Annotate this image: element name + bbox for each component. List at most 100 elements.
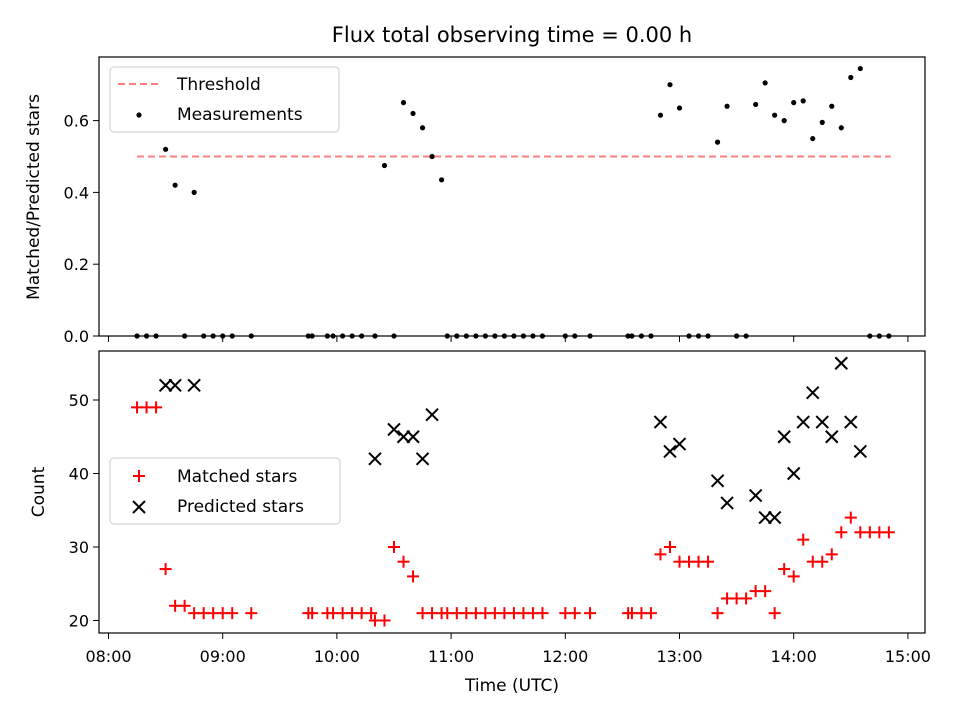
measurement-point — [657, 112, 664, 118]
measurement-point — [867, 333, 873, 339]
measurement-point — [772, 112, 778, 118]
measurement-point — [191, 189, 197, 195]
measurement-point — [520, 333, 527, 339]
measurement-point — [201, 333, 207, 339]
predicted-star-point — [187, 378, 201, 393]
predicted-star-point — [158, 378, 173, 393]
predicted-star-point — [806, 385, 820, 400]
measurement-point — [838, 125, 844, 131]
measurement-point — [438, 177, 445, 183]
predicted-star-point — [406, 430, 420, 444]
predicted-legend-swatch — [132, 500, 146, 514]
matched-star-point — [159, 563, 172, 576]
measurement-point — [819, 119, 825, 125]
measurement-point — [330, 333, 336, 339]
matched-star-point — [365, 607, 378, 620]
measurement-point — [848, 74, 854, 81]
measurement-point — [400, 100, 407, 106]
matched-legend-swatch — [133, 470, 145, 482]
matched-star-point — [388, 541, 400, 553]
bottom-y-tick-label: 30 — [69, 538, 89, 557]
matched-star-point — [663, 541, 676, 553]
predicted-star-point — [853, 444, 868, 459]
measurement-point — [753, 101, 759, 108]
matched-star-point — [306, 607, 319, 620]
measurement-point — [482, 333, 488, 339]
x-tick-label: 10:00 — [314, 647, 360, 666]
bottom-y-tick-label: 20 — [69, 612, 89, 631]
x-tick-label: 15:00 — [885, 647, 931, 666]
measurement-point — [629, 333, 635, 339]
matched-star-point — [740, 592, 753, 605]
matched-star-point — [768, 607, 781, 620]
bottom-marks — [131, 356, 895, 627]
measurement-point — [676, 105, 683, 111]
measurement-point — [800, 98, 806, 104]
measurement-point — [210, 333, 216, 339]
predicted-star-point — [786, 466, 801, 481]
measurement-point — [714, 139, 721, 145]
matched-star-point — [150, 401, 163, 414]
measurement-point — [638, 333, 645, 339]
bottom-y-tick-label: 40 — [69, 465, 89, 484]
matched-star-point — [397, 555, 410, 568]
predicted-star-point — [796, 415, 810, 429]
measurement-point — [153, 333, 159, 339]
matched-star-point — [787, 570, 800, 583]
predicted-star-point — [368, 452, 382, 466]
measurement-point — [340, 333, 346, 339]
matched-star-point — [711, 607, 724, 620]
measurement-point — [134, 333, 140, 339]
x-tick-label: 09:00 — [200, 647, 246, 666]
matched-star-point — [797, 533, 810, 546]
measurement-point — [172, 182, 178, 188]
measurement-point — [419, 125, 426, 131]
measurement-point — [734, 333, 740, 339]
measurement-point — [743, 333, 749, 339]
measurement-point — [705, 333, 711, 339]
predicted-star-point — [834, 356, 848, 370]
measurements-legend-label: Measurements — [177, 105, 303, 125]
matched-star-point — [644, 607, 657, 620]
top-y-tick-label: 0.2 — [64, 255, 89, 274]
matched-star-point — [407, 570, 420, 583]
measurement-point — [625, 333, 631, 339]
top-y-axis-label: Matched/Predicted stars — [24, 94, 44, 300]
measurement-point — [429, 153, 435, 160]
measurement-point — [587, 333, 593, 339]
matched-star-point — [536, 607, 549, 620]
predicted-star-point — [815, 415, 829, 429]
predicted-star-point — [663, 444, 677, 459]
measurement-point — [359, 333, 365, 339]
measurement-point — [349, 333, 355, 339]
matched-star-point — [759, 585, 772, 598]
bottom-x-ticks: 08:00 09:00 10:00 11:00 12:00 13:00 14:00 15:00 — [85, 633, 931, 666]
bottom-legend: Matched stars Predicted stars — [109, 457, 341, 525]
measurement-point — [248, 333, 254, 339]
bottom-y-axis-label: Count — [29, 466, 49, 517]
predicted-star-point — [396, 430, 411, 444]
predicted-star-point — [653, 415, 668, 429]
measurement-point — [648, 333, 654, 339]
predicted-star-point — [425, 407, 439, 422]
top-x-ticks — [108, 336, 909, 342]
predicted-star-point — [710, 474, 725, 488]
measurement-point — [781, 118, 787, 124]
measurement-point — [163, 146, 169, 152]
measurements-legend-swatch — [136, 112, 142, 118]
matched-star-point — [584, 607, 597, 620]
predicted-star-point — [720, 496, 734, 510]
measurement-point — [876, 333, 882, 339]
measurement-point — [511, 333, 517, 339]
matched-star-point — [835, 526, 848, 539]
predicted-star-point — [844, 415, 858, 429]
measurement-point — [530, 333, 536, 339]
top-legend-box — [109, 66, 340, 133]
predicted-star-point — [672, 437, 687, 451]
matched-star-point — [654, 548, 667, 561]
threshold-legend-label: Threshold — [176, 75, 261, 95]
measurement-point — [305, 333, 311, 339]
top-y-ticks: 0.0 0.2 0.4 0.6 — [64, 112, 99, 346]
measurement-point — [695, 333, 702, 339]
